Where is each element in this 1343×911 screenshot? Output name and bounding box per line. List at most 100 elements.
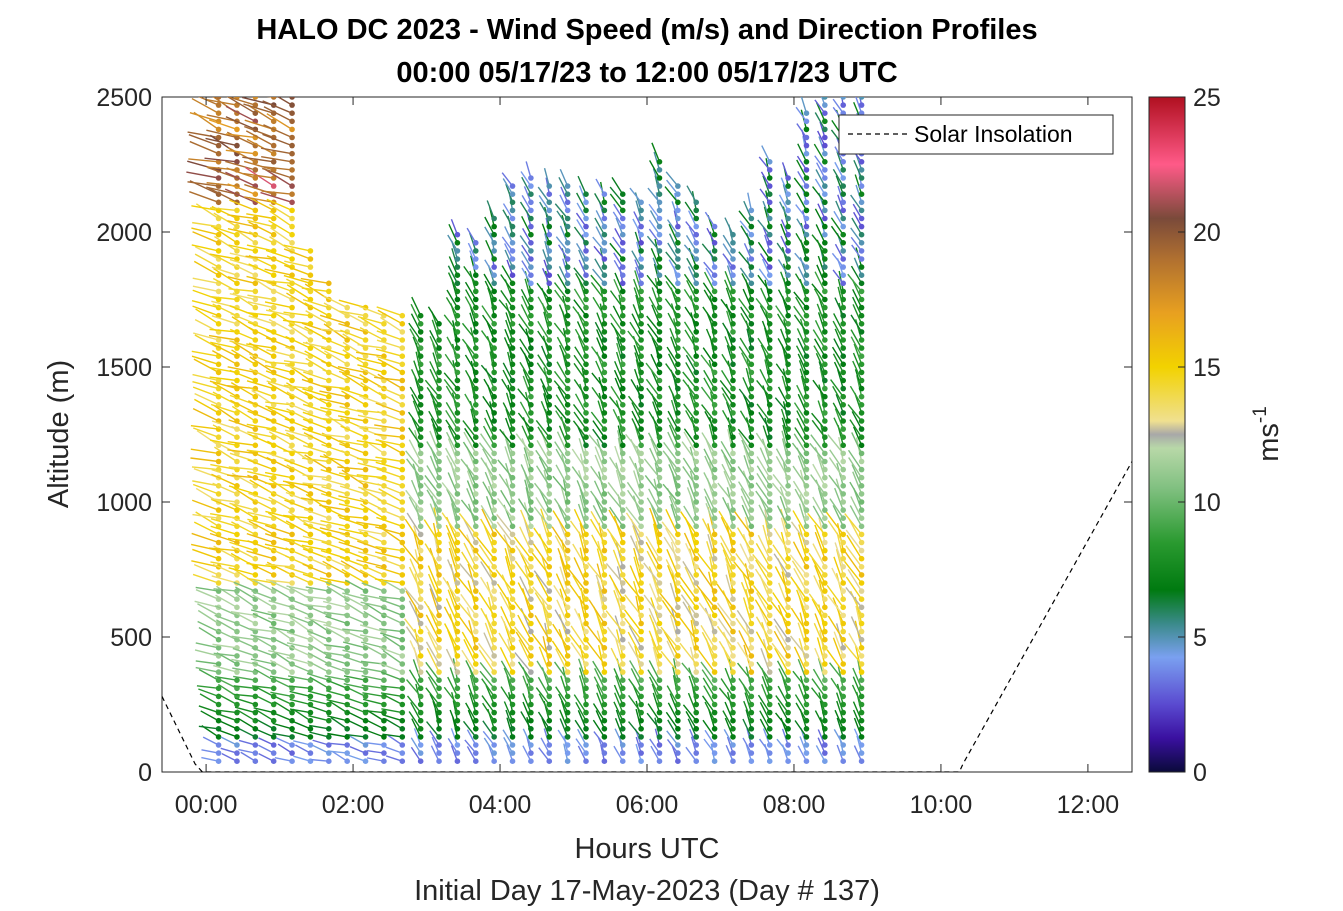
wind-barb-point: [583, 539, 589, 546]
wind-barb-point: [748, 726, 755, 732]
wind-barb-point: [307, 636, 314, 643]
wind-barb-point: [803, 523, 810, 530]
wind-barb-point: [307, 280, 314, 287]
wind-barb-point: [528, 418, 534, 424]
wind-barb: [810, 474, 826, 495]
wind-barb-point: [803, 604, 810, 611]
wind-barb-point: [785, 402, 791, 408]
wind-barb-point: [785, 717, 791, 724]
wind-barb: [210, 463, 238, 471]
wind-barb-point: [730, 677, 736, 683]
wind-barb-point: [491, 685, 497, 692]
wind-barb: [633, 470, 642, 495]
wind-barb: [363, 610, 385, 625]
wind-barb: [612, 409, 624, 430]
wind-barb-point: [693, 474, 700, 481]
wind-barb-point: [785, 426, 791, 432]
wind-barb: [520, 711, 532, 730]
wind-barb-point: [234, 742, 240, 748]
wind-barb: [704, 607, 716, 632]
wind-barb: [707, 533, 716, 559]
wind-barb-point: [840, 442, 847, 449]
wind-barb-point: [362, 758, 369, 764]
wind-barb-point: [528, 215, 534, 222]
wind-barb: [685, 221, 697, 236]
wind-barb: [559, 344, 569, 365]
wind-barb-point: [656, 402, 663, 408]
wind-barb: [246, 343, 274, 349]
wind-barb: [466, 729, 477, 746]
wind-barb: [247, 518, 274, 527]
wind-barb-point: [546, 442, 553, 449]
wind-barb: [596, 684, 606, 705]
wind-barb: [609, 242, 624, 260]
wind-barb: [365, 719, 385, 730]
wind-barb: [227, 147, 256, 163]
wind-barb-point: [711, 345, 718, 351]
wind-barb-point: [399, 693, 406, 700]
wind-barb-point: [748, 442, 755, 449]
wind-barb: [722, 496, 734, 519]
wind-barb-point: [491, 256, 497, 262]
wind-barb: [230, 516, 256, 527]
wind-barb-point: [583, 758, 589, 764]
wind-barb: [213, 404, 238, 422]
wind-barb-point: [509, 321, 516, 327]
wind-barb: [193, 358, 219, 374]
wind-barb-point: [215, 175, 222, 181]
wind-barb: [778, 668, 789, 689]
wind-barb-point: [289, 758, 295, 764]
wind-barb: [705, 503, 716, 527]
wind-barb-point: [454, 653, 461, 659]
wind-barb-point: [711, 458, 718, 465]
wind-barb: [525, 161, 532, 179]
wind-barb-point: [564, 636, 571, 643]
wind-barb-point: [454, 248, 461, 254]
wind-barb: [424, 474, 440, 495]
wind-barb: [775, 363, 789, 381]
wind-barb: [267, 611, 293, 617]
wind-barb: [448, 256, 459, 276]
wind-barb-point: [270, 183, 277, 189]
wind-barb-point: [785, 596, 791, 602]
wind-barb: [191, 560, 219, 568]
wind-barb-point: [656, 167, 663, 173]
wind-barb-point: [766, 685, 773, 692]
wind-barb-point: [583, 329, 589, 335]
wind-barb-point: [766, 256, 773, 262]
wind-barb: [432, 400, 440, 422]
wind-barb: [339, 387, 366, 398]
wind-barb: [463, 265, 477, 284]
wind-barb: [740, 581, 753, 608]
wind-barb-point: [436, 742, 442, 748]
wind-barb-point: [748, 329, 755, 335]
wind-barb: [724, 667, 734, 689]
wind-barb: [761, 438, 771, 462]
wind-barb: [797, 353, 808, 373]
wind-barb-point: [601, 329, 608, 335]
wind-profile-column: [568, 175, 589, 764]
wind-barb-point: [822, 159, 828, 165]
wind-barb-point: [215, 369, 222, 376]
wind-barb-point: [638, 669, 644, 675]
wind-barb-point: [785, 304, 791, 311]
wind-barb-point: [675, 361, 681, 368]
wind-barb-point: [638, 677, 644, 683]
wind-barb: [338, 503, 366, 511]
wind-barb-point: [307, 709, 314, 716]
wind-barb: [464, 281, 477, 300]
wind-barb-point: [638, 588, 644, 594]
wind-barb-point: [638, 280, 644, 287]
wind-barb-point: [822, 240, 828, 246]
wind-barb-point: [528, 531, 534, 538]
wind-barb: [774, 566, 789, 592]
wind-barb: [482, 448, 495, 470]
wind-barb: [553, 282, 569, 300]
wind-barb-point: [381, 653, 387, 659]
wind-barb-point: [564, 564, 571, 570]
wind-barb-point: [564, 199, 571, 206]
wind-barb: [521, 195, 532, 211]
wind-barb: [777, 289, 789, 308]
wind-barb-point: [344, 410, 350, 416]
wind-barb-point: [675, 620, 681, 627]
